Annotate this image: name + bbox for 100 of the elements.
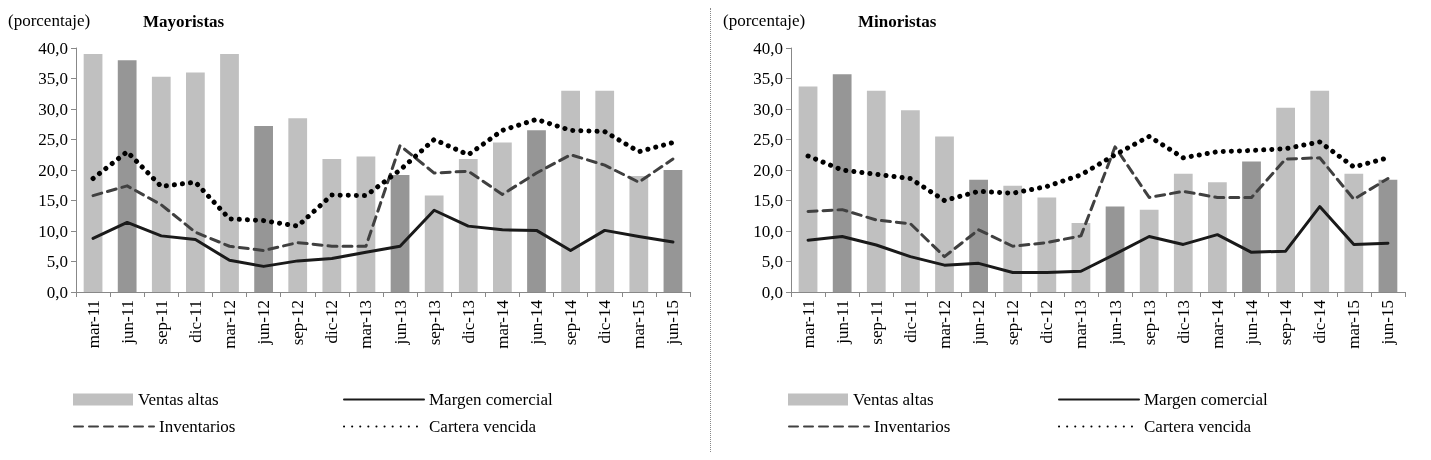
x-tick-label: mar-12 xyxy=(935,300,954,349)
chart-title: Minoristas xyxy=(858,12,937,31)
x-tick-label: mar-13 xyxy=(356,300,376,349)
y-tick-label: 25,0 xyxy=(753,130,783,149)
line-series xyxy=(91,208,675,268)
y-tick-label: 15,0 xyxy=(38,191,68,210)
x-tick-label: mar-11 xyxy=(83,300,103,349)
legend-label: Margen comercial xyxy=(429,390,554,409)
legend-label: Ventas altas xyxy=(138,390,219,409)
y-tick-label: 5,0 xyxy=(46,252,68,271)
bar xyxy=(901,110,920,292)
bar xyxy=(254,126,273,292)
legend-label: Inventarios xyxy=(159,417,236,436)
x-tick-label: jun-13 xyxy=(1105,300,1125,346)
x-tick-label: dic-14 xyxy=(1310,299,1330,344)
bar xyxy=(935,136,954,292)
bar xyxy=(1037,197,1057,292)
legend-label: Ventas altas xyxy=(853,390,934,409)
bar xyxy=(220,54,239,292)
x-tick-label: jun-12 xyxy=(969,300,989,346)
x-tick-label: jun-11 xyxy=(832,300,852,345)
bar xyxy=(798,86,818,292)
bar xyxy=(288,118,308,292)
bar xyxy=(866,90,886,292)
x-tick-label: jun-15 xyxy=(1378,300,1398,346)
y-tick-label: 20,0 xyxy=(38,160,68,180)
bar xyxy=(1344,173,1364,292)
chart-title: Mayoristas xyxy=(143,12,225,31)
x-tick-label: sep-12 xyxy=(1003,300,1023,346)
x-tick-label: mar-13 xyxy=(1071,300,1091,349)
bar xyxy=(629,176,649,292)
x-tick-label: dic-11 xyxy=(185,300,205,343)
bar xyxy=(1208,182,1227,292)
x-tick-label: mar-14 xyxy=(492,299,512,349)
x-tick-label: dic-13 xyxy=(458,300,478,344)
line-series xyxy=(806,205,1390,274)
y-tick-label: 30,0 xyxy=(753,99,783,119)
bar xyxy=(527,130,546,292)
x-tick-label: sep-11 xyxy=(866,300,886,345)
y-tick-label: 35,0 xyxy=(38,69,68,88)
y-tick-label: 40,0 xyxy=(38,38,68,58)
x-tick-label: sep-14 xyxy=(561,299,581,346)
x-tick-label: jun-14 xyxy=(527,299,546,346)
line-series xyxy=(91,144,675,253)
x-tick-label: mar-15 xyxy=(1344,300,1364,349)
y-tick-label: 30,0 xyxy=(38,99,68,119)
x-tick-label: mar-14 xyxy=(1207,299,1227,349)
x-tick-label: dic-12 xyxy=(322,300,342,344)
x-tick-label: mar-15 xyxy=(629,300,649,349)
x-tick-label: dic-12 xyxy=(1037,300,1057,344)
bar xyxy=(1242,161,1261,292)
line-series xyxy=(806,145,1390,259)
bar xyxy=(663,170,683,292)
x-tick-label: jun-13 xyxy=(390,300,410,346)
bar xyxy=(117,60,137,292)
y-tick-label: 35,0 xyxy=(753,69,783,88)
y-tick-label: 20,0 xyxy=(753,160,783,180)
x-tick-label: mar-12 xyxy=(220,300,239,349)
bar xyxy=(458,159,478,292)
bar xyxy=(493,142,512,292)
y-tick-label: 40,0 xyxy=(753,38,783,58)
y-tick-label: 25,0 xyxy=(38,130,68,149)
x-tick-label: dic-14 xyxy=(595,299,615,344)
x-tick-label: jun-12 xyxy=(254,300,274,346)
bar xyxy=(1139,209,1159,292)
bar xyxy=(595,90,615,292)
x-tick-label: sep-13 xyxy=(424,300,444,346)
x-tick-label: jun-11 xyxy=(117,300,137,345)
y-axis-title: (porcentaje) xyxy=(723,11,806,30)
y-axis-title: (porcentaje) xyxy=(8,11,91,30)
x-tick-label: sep-14 xyxy=(1276,299,1296,346)
bar xyxy=(186,72,205,292)
x-tick-label: dic-13 xyxy=(1173,300,1193,344)
x-tick-label: mar-11 xyxy=(798,300,818,349)
x-tick-label: jun-14 xyxy=(1242,299,1261,346)
bar xyxy=(1378,179,1398,292)
bar xyxy=(969,179,988,292)
legend-label: Inventarios xyxy=(874,417,951,436)
y-tick-label: 15,0 xyxy=(753,191,783,210)
x-tick-label: jun-15 xyxy=(663,300,683,346)
y-tick-label: 5,0 xyxy=(761,252,783,271)
bar xyxy=(1173,173,1193,292)
bar xyxy=(1310,90,1330,292)
bar xyxy=(561,90,580,292)
bar xyxy=(832,74,852,292)
x-tick-label: dic-11 xyxy=(900,300,920,343)
x-tick-label: sep-12 xyxy=(288,300,308,346)
bar xyxy=(1276,107,1295,292)
bar xyxy=(322,159,342,292)
bar xyxy=(1003,185,1023,292)
x-tick-label: sep-11 xyxy=(151,300,171,345)
y-tick-label: 10,0 xyxy=(38,221,68,241)
x-tick-label: sep-13 xyxy=(1139,300,1159,346)
bar xyxy=(151,76,171,292)
bar xyxy=(83,54,103,292)
y-tick-label: 0,0 xyxy=(761,282,783,302)
bar xyxy=(1105,206,1125,292)
y-tick-label: 10,0 xyxy=(753,221,783,241)
legend-label: Cartera vencida xyxy=(1144,417,1252,436)
legend-label: Cartera vencida xyxy=(429,417,537,436)
